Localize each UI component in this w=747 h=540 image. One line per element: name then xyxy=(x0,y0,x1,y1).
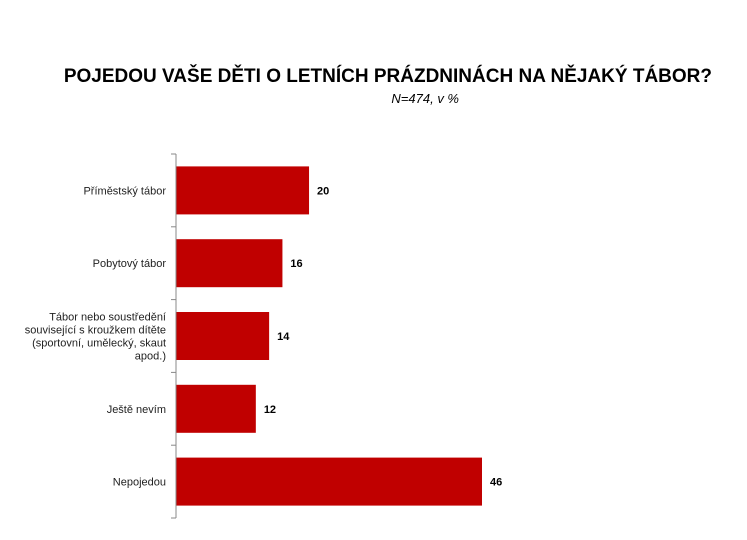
data-label: 20 xyxy=(317,185,329,197)
category-label-line: Pobytový tábor xyxy=(93,258,167,270)
data-label: 16 xyxy=(290,258,302,270)
category-axis xyxy=(171,153,177,519)
category-label-line: Ještě nevím xyxy=(107,404,166,416)
labels-group: 20 Příměstský tábor 16 Pobytový tábor 14 Tábo… xyxy=(25,185,502,488)
category-label-line: Příměstský tábor xyxy=(83,185,166,197)
bars-group xyxy=(176,166,482,506)
category-label-line: apod.) xyxy=(135,351,166,363)
chart-title: POJEDOU VAŠE DĚTI O LETNÍCH PRÁZDNINÁCH … xyxy=(63,66,712,87)
bar xyxy=(176,312,270,360)
category-label: Nepojedou xyxy=(113,477,166,489)
bar xyxy=(176,166,310,215)
category-label: Příměstský tábor xyxy=(83,185,166,197)
bar xyxy=(176,457,482,506)
category-label: Pobytový tábor xyxy=(93,258,167,270)
category-label-line: (sportovní, umělecký, skaut xyxy=(32,338,166,350)
data-label: 14 xyxy=(277,331,290,343)
category-label: Ještě nevím xyxy=(107,404,166,416)
category-label-line: související s kroužkem dítěte xyxy=(25,325,166,337)
data-label: 12 xyxy=(264,404,276,416)
chart-subtitle: N=474, v % xyxy=(391,91,459,106)
category-label: Tábor nebo soustředění související s krou… xyxy=(25,312,166,363)
bar xyxy=(176,239,283,288)
bar xyxy=(176,384,256,433)
category-label-line: Tábor nebo soustředění xyxy=(49,312,166,324)
data-label: 46 xyxy=(490,477,502,489)
category-label-line: Nepojedou xyxy=(113,477,166,489)
